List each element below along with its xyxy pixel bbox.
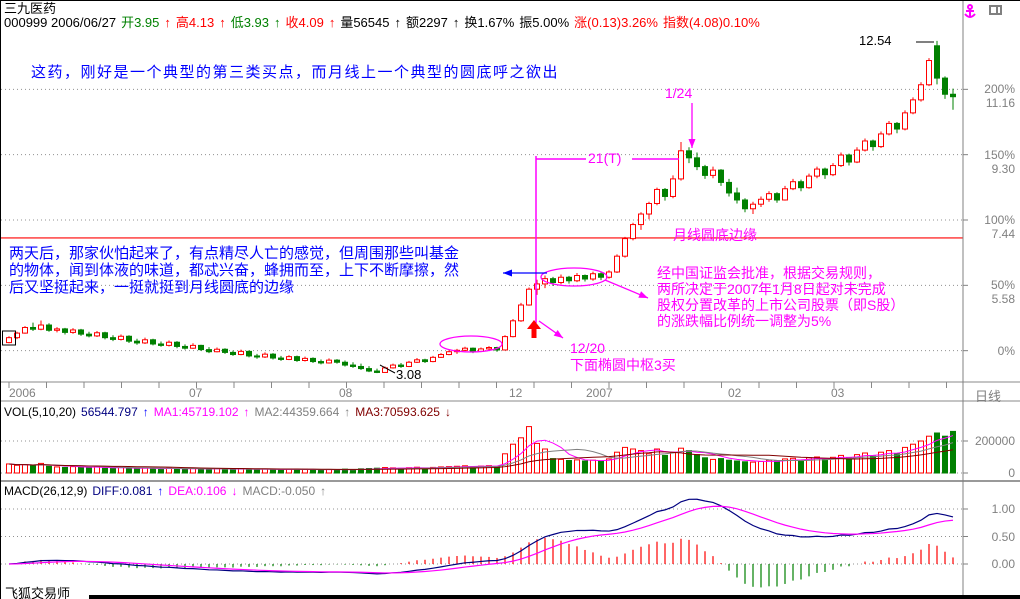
annotation-left-line2: 的物体，闻到体液的味道，都忒兴奋，蜂拥而至，上下不断摩擦，然 <box>9 262 460 279</box>
macd-header-field: ↑ <box>320 484 327 498</box>
price-axis-value: 9.30 <box>991 161 1015 176</box>
price-axis-pct: 0% <box>997 343 1015 358</box>
price-axis-pct: 150% <box>984 147 1015 162</box>
macd-header-field: ↑ <box>157 484 164 498</box>
time-axis-label: 2007 <box>586 386 613 400</box>
price-axis-value: 11.16 <box>985 96 1015 111</box>
annotation-third-buy-point: 这药，刚好是一个典型的第三类买点，而月线上一个典型的圆底呼之欲出 <box>31 64 560 81</box>
macd-header-field: MACD(26,12,9) <box>4 484 88 498</box>
anchor-icon[interactable] <box>962 3 978 21</box>
period-label-daily[interactable]: 日线 <box>975 389 1002 404</box>
quote-field: ↑ <box>328 15 336 30</box>
macd-header-field: MACD:-0.050 <box>242 484 316 498</box>
price-axis-pct: 100% <box>984 213 1015 227</box>
macd-axis-value: 1.00 <box>991 502 1015 516</box>
quote-field: 000999 2006/06/27 <box>4 15 117 30</box>
quote-field: 低3.93 <box>230 15 269 30</box>
macd-axis-value: 0.50 <box>991 529 1015 544</box>
quote-field: 高4.13 <box>175 15 215 30</box>
vol-header-field: 56544.797 <box>81 405 138 419</box>
macd-axis-value: 0.00 <box>991 557 1015 571</box>
annotation-rule-line2: 两所决定于2007年1月8日起对未完成 <box>657 281 886 297</box>
quote-field: 振5.00% <box>519 15 570 30</box>
time-axis-label: 03 <box>831 386 845 400</box>
quote-field: ↑ <box>164 15 171 30</box>
quote-field: ↑ <box>452 15 460 30</box>
quote-field: ↑ <box>394 15 401 30</box>
time-axis-label: 08 <box>339 386 353 400</box>
vol-header-field: ↑ <box>243 405 250 419</box>
quote-field: ↑ <box>274 15 281 30</box>
quote-field: 涨(0.13)3.26% <box>574 15 658 30</box>
quote-field: 量56545 <box>340 15 390 30</box>
quote-bar: 000999 2006/06/27 开3.95 ↑ 高4.13 ↑ 低3.93 ↑ 收4.09… <box>4 16 765 30</box>
annotation-rule-line1: 经中国证监会批准，根据交易规则， <box>657 265 881 281</box>
macd-header-field: ↓ <box>231 484 238 498</box>
high-price-label: 12.54 <box>859 33 892 48</box>
low-price-label: 3.08 <box>396 367 422 382</box>
window-split-icon[interactable] <box>989 5 1002 15</box>
volume-axis-value: 0 <box>1008 466 1015 480</box>
annotation-rule-line4: 的涨跌幅比例统一调整为5% <box>657 313 832 329</box>
date-label-1220: 12/20 <box>570 340 606 356</box>
vol-header-field: MA1:45719.102 <box>153 405 239 419</box>
bottom-scrollbar[interactable] <box>89 595 1020 599</box>
annotation-round-bottom-edge: 月线圆底边缘 <box>673 227 757 243</box>
quote-field: 指数(4.08)0.10% <box>662 15 760 30</box>
time-axis-label: 2006 <box>9 386 36 400</box>
macd-indicator-header: MACD(26,12,9) DIFF:0.081 ↑ DEA:0.106 ↓ MACD:-… <box>4 485 331 498</box>
quote-field: 收4.09 <box>285 15 324 30</box>
annotation-pivot-3buy: 下面椭圆中枢3买 <box>570 357 676 373</box>
vol-header-field: MA2:44359.664 <box>254 405 340 419</box>
price-axis-pct: 50% <box>990 278 1015 293</box>
time-axis-label: 12 <box>509 386 523 400</box>
macd-header-field: DEA:0.106 <box>168 484 227 498</box>
price-axis-pct: 200% <box>984 82 1015 97</box>
vol-header-field: ↓ <box>444 405 451 419</box>
time-axis-label: 07 <box>189 386 203 400</box>
vol-header-field: ↑ <box>344 405 351 419</box>
quote-field: ↑ <box>219 15 226 30</box>
quote-field: 额2297 <box>405 15 448 30</box>
vol-header-field: ↑ <box>142 405 149 419</box>
annotation-left-line1: 两天后，那家伙怕起来了，有点精尽人亡的感觉，但周围那些叫基金 <box>9 245 460 262</box>
vol-header-field: VOL(5,10,20) <box>4 405 77 419</box>
volume-indicator-header: VOL(5,10,20) 56544.797 ↑ MA1:45719.102 ↑ MA2:… <box>4 406 456 419</box>
date-label-0124: 1/24 <box>665 85 693 101</box>
price-axis-value: 7.44 <box>991 227 1015 241</box>
quote-field: 开3.95 <box>121 15 160 30</box>
vol-header-field: MA3:70593.625 <box>355 405 440 419</box>
annotation-left-line3: 后又坚挺起来，一挺就挺到月线圆底的边缘 <box>9 279 295 296</box>
time-axis-label: 02 <box>728 386 742 400</box>
stock-name: 三九医药 <box>4 1 57 16</box>
price-axis-value: 5.58 <box>991 292 1015 307</box>
quote-field: 换1.67% <box>464 15 515 30</box>
macd-header-field: DIFF:0.081 <box>92 484 153 498</box>
label-21t: 21(T) <box>588 150 622 166</box>
volume-axis-value: 200000 <box>974 434 1015 448</box>
app-name-statusbar: 飞狐交易师 <box>5 586 71 599</box>
annotation-rule-line3: 股权分置改革的上市公司股票（即S股） <box>657 297 905 313</box>
